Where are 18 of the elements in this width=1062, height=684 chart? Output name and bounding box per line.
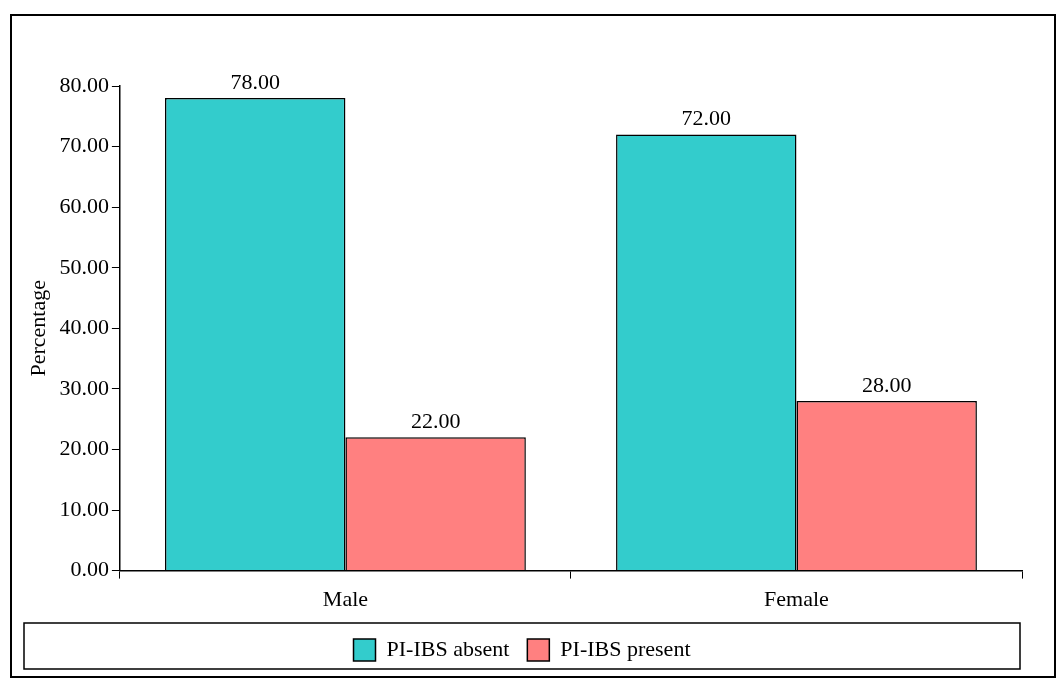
y-tick-label: 50.00 bbox=[59, 253, 109, 279]
y-tick-label: 70.00 bbox=[59, 132, 109, 158]
y-axis-title: Percentage bbox=[24, 280, 50, 377]
data-label: 28.00 bbox=[861, 371, 912, 397]
y-tick-label: 10.00 bbox=[59, 495, 109, 521]
y-tick-label: 40.00 bbox=[59, 314, 109, 340]
y-tick-label: 30.00 bbox=[59, 374, 109, 400]
data-label: 72.00 bbox=[681, 105, 732, 131]
y-tick-label: 20.00 bbox=[59, 435, 109, 461]
y-tick-label: 0.00 bbox=[70, 556, 109, 582]
y-tick-label: 80.00 bbox=[59, 71, 109, 97]
data-label: 22.00 bbox=[410, 408, 461, 434]
x-tick-label: Female bbox=[764, 585, 829, 611]
legend-label: PI-IBS present bbox=[560, 635, 691, 661]
data-label: 78.00 bbox=[230, 68, 280, 94]
y-tick-label: 60.00 bbox=[59, 192, 109, 218]
x-tick-label: Male bbox=[322, 585, 369, 611]
legend-label: PI-IBS absent bbox=[386, 635, 510, 661]
